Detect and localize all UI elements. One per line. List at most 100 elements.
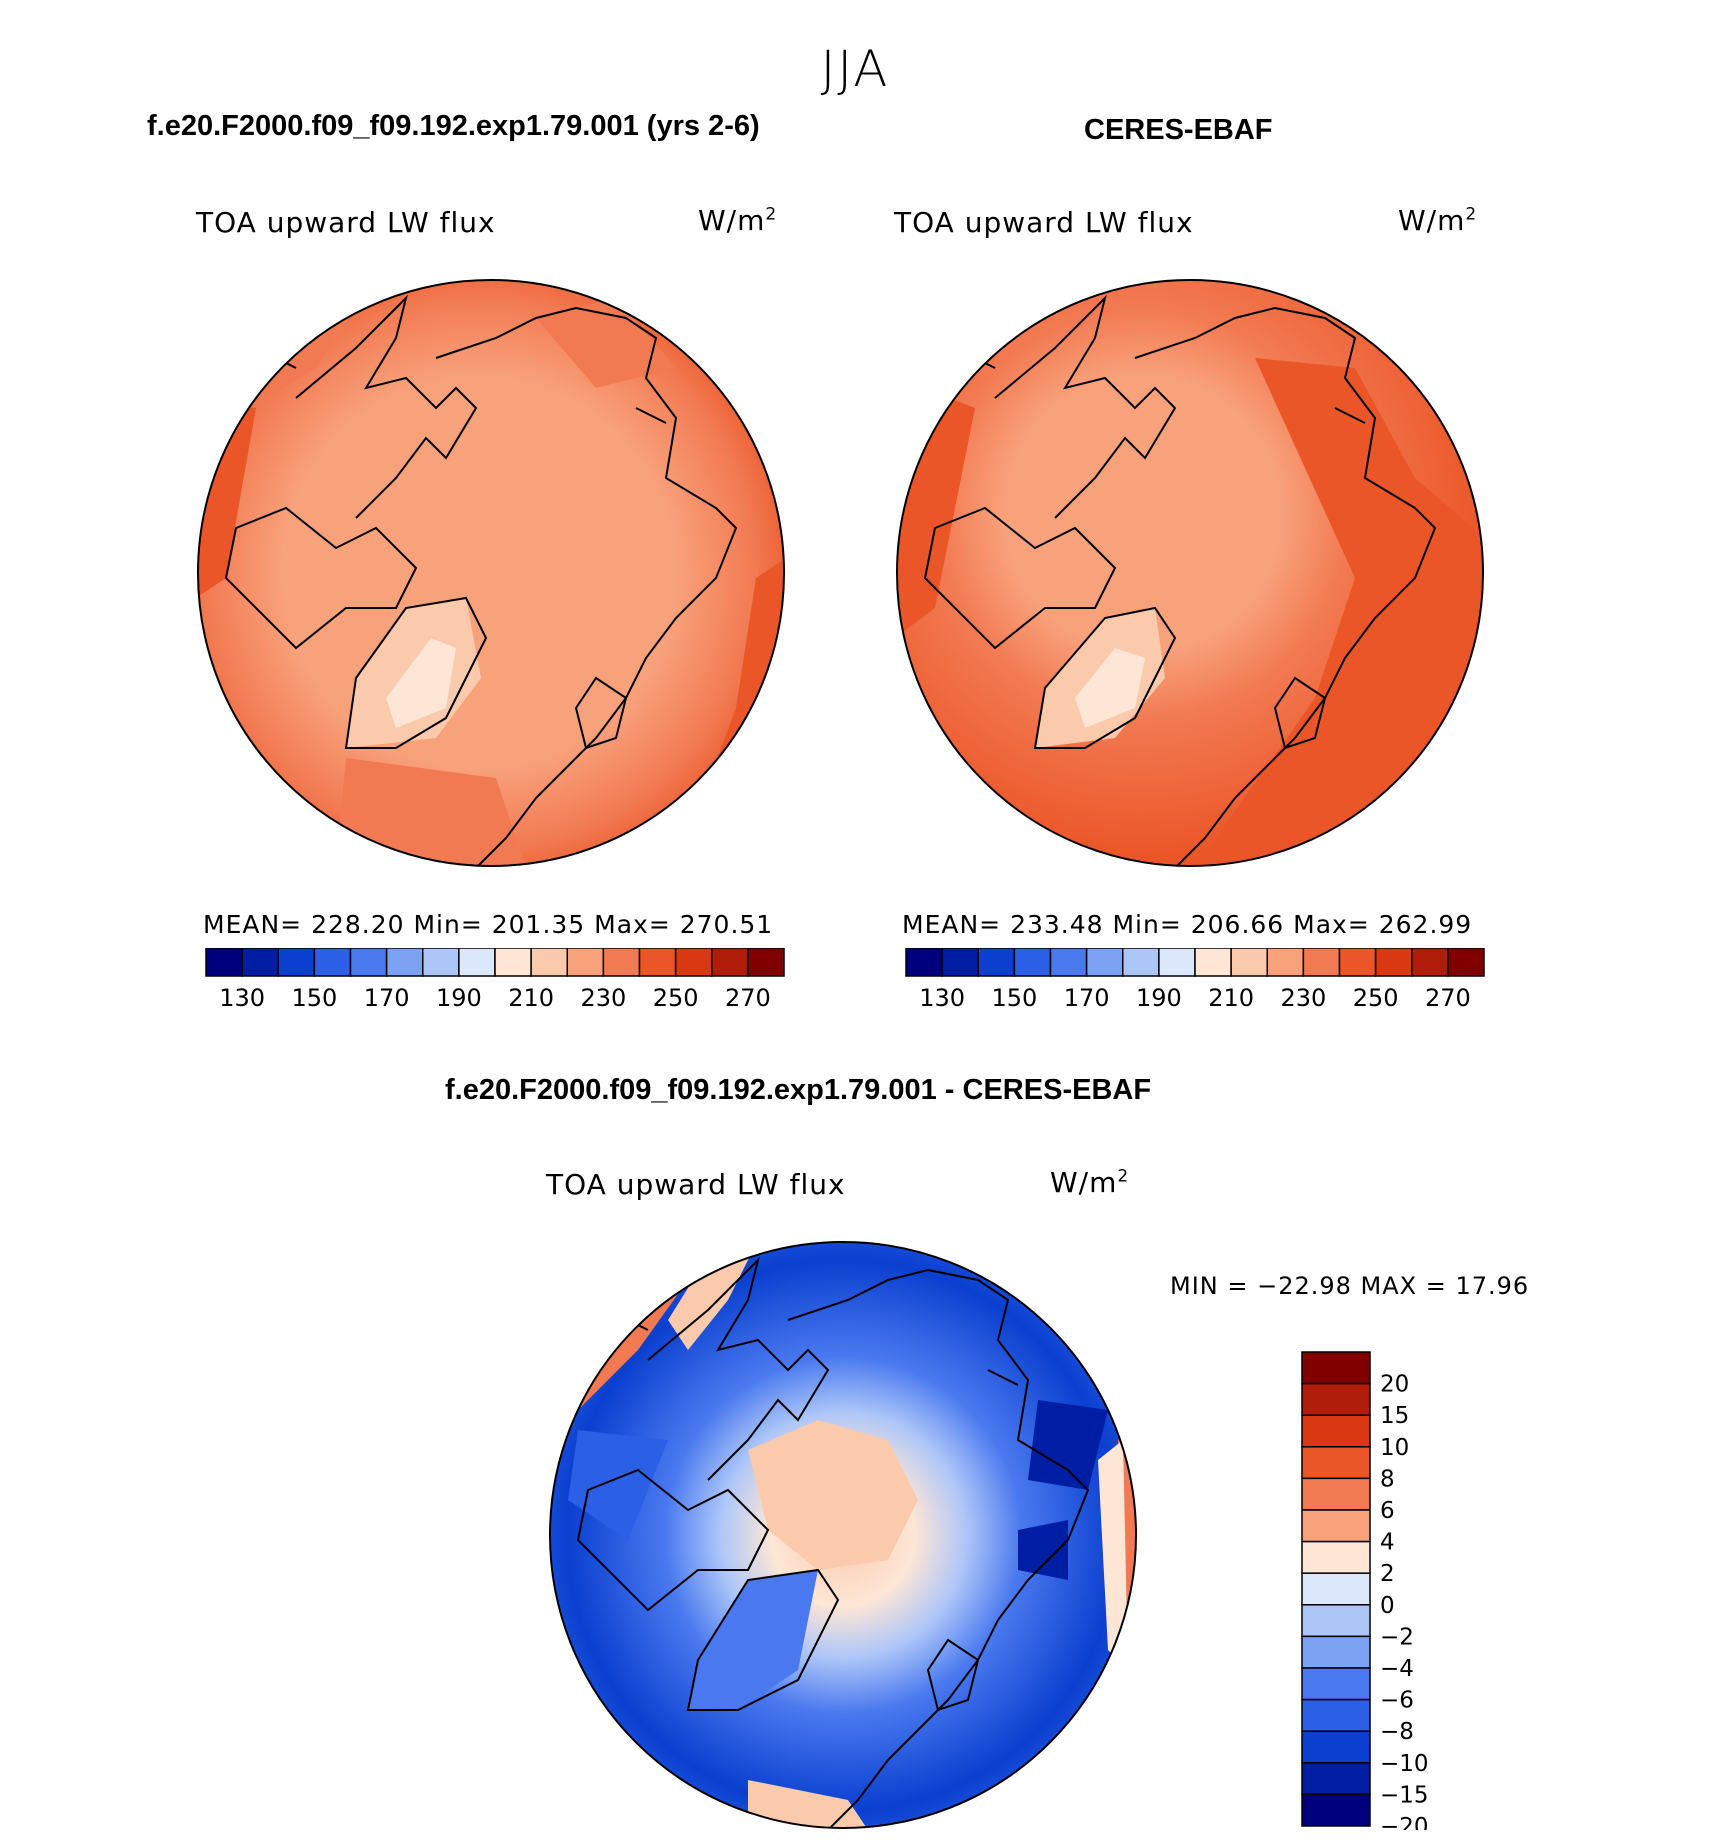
- colorbar-swatch: [1301, 1572, 1371, 1606]
- colorbar-tick-label: −2: [1380, 1624, 1414, 1650]
- colorbar-tick-label: 230: [1280, 984, 1326, 1012]
- colorbar-swatch: [530, 948, 568, 977]
- colorbar-swatch: [1301, 1540, 1371, 1574]
- colorbar-swatch: [1230, 948, 1268, 977]
- colorbar-swatch: [1158, 948, 1196, 977]
- positive-bias-region: [1098, 1440, 1128, 1670]
- colorbar-swatch: [1411, 948, 1449, 977]
- colorbar-tick-label: 190: [1136, 984, 1182, 1012]
- colorbar-tick-label: 130: [219, 984, 265, 1012]
- difference-field: [568, 1430, 668, 1540]
- colorbar-tick-label: −6: [1380, 1688, 1414, 1714]
- colorbar-swatch: [349, 948, 388, 977]
- colorbar-tick-label: 210: [508, 984, 554, 1012]
- colorbar-tick-label: 10: [1380, 1435, 1409, 1461]
- colorbar-swatch: [941, 948, 979, 977]
- colorbar-swatch: [277, 948, 316, 977]
- colorbar-swatch: [747, 948, 785, 977]
- colorbar-tick-label: −20: [1380, 1814, 1429, 1830]
- season-title: JJA: [820, 40, 890, 98]
- colorbar-swatch: [1338, 948, 1377, 977]
- colorbar-swatch: [1301, 1667, 1371, 1701]
- positive-bias-region: [668, 1242, 758, 1350]
- colorbar-swatch: [602, 948, 641, 977]
- colorbar-swatch: [1301, 1414, 1371, 1448]
- colorbar-tick-label: −8: [1380, 1719, 1414, 1745]
- difference-field: [1028, 1400, 1108, 1490]
- diff-variable: TOA upward LW flux: [546, 1168, 846, 1201]
- panel1-stats: MEAN= 228.20 Min= 201.35 Max= 270.51: [203, 910, 774, 939]
- colorbar-tick-label: 2: [1380, 1561, 1395, 1587]
- colorbar-swatch: [1301, 1351, 1371, 1385]
- positive-bias-region: [748, 1780, 868, 1828]
- colorbar-swatch: [1301, 1477, 1371, 1511]
- colorbar-tick-label: 250: [653, 984, 699, 1012]
- colorbar-swatch: [977, 948, 1016, 977]
- colorbar-tick-label: 6: [1380, 1498, 1395, 1524]
- flux-field: [536, 298, 676, 388]
- colorbar-swatch: [1194, 948, 1232, 977]
- panel2-variable: TOA upward LW flux: [894, 206, 1194, 239]
- colorbar-swatch: [1301, 1762, 1371, 1796]
- colorbar-tick-label: 210: [1208, 984, 1254, 1012]
- diff-panel-title: f.e20.F2000.f09_f09.192.exp1.79.001 - CE…: [445, 1074, 1152, 1106]
- colorbar-tick-label: 130: [919, 984, 965, 1012]
- colorbar-swatch: [905, 948, 943, 977]
- colorbar-swatch: [422, 948, 460, 977]
- colorbar-swatch: [1122, 948, 1160, 977]
- colorbar-swatch: [1013, 948, 1052, 977]
- difference-field: [1018, 1520, 1068, 1580]
- colorbar-tick-label: 170: [1064, 984, 1110, 1012]
- panel1-variable: TOA upward LW flux: [196, 206, 496, 239]
- colorbar-swatch: [1301, 1604, 1371, 1638]
- panel1-colorbar: 130 150 170 190 210 230 250 270: [205, 948, 785, 1012]
- colorbar-swatch: [1085, 948, 1124, 977]
- colorbar-tick-label: 20: [1380, 1372, 1409, 1398]
- difference-field: [688, 1570, 818, 1710]
- colorbar-swatch: [1301, 1382, 1371, 1416]
- colorbar-tick-label: 0: [1380, 1593, 1395, 1619]
- colorbar-swatch: [385, 948, 424, 977]
- colorbar-swatch: [313, 948, 352, 977]
- map-boundary: [197, 279, 785, 867]
- map-boundary: [549, 1241, 1137, 1829]
- colorbar-swatch: [1301, 1509, 1371, 1543]
- colorbar-swatch: [674, 948, 713, 977]
- panel1-units: W/m2: [698, 204, 778, 237]
- colorbar-tick-label: −10: [1380, 1751, 1429, 1777]
- panel2-title: CERES-EBAF: [1084, 114, 1273, 146]
- diff-units: W/m2: [1050, 1166, 1130, 1199]
- colorbar-tick-label: 4: [1380, 1530, 1395, 1556]
- colorbar-swatch: [241, 948, 279, 977]
- coastlines: [550, 1256, 1090, 1828]
- colorbar-swatch: [1447, 948, 1485, 977]
- colorbar-swatch: [1374, 948, 1413, 977]
- colorbar-tick-label: 250: [1353, 984, 1399, 1012]
- greenland-low-flux: [386, 638, 456, 728]
- colorbar-swatch: [1301, 1698, 1371, 1732]
- colorbar-swatch: [1301, 1635, 1371, 1669]
- colorbar-swatch: [1049, 948, 1088, 977]
- colorbar-tick-label: 190: [436, 984, 482, 1012]
- colorbar-tick-label: 15: [1380, 1403, 1409, 1429]
- colorbar-tick-label: −4: [1380, 1656, 1414, 1682]
- panel2-colorbar: 130 150 170 190 210 230 250 270: [905, 948, 1485, 1012]
- panel2-units: W/m2: [1398, 204, 1478, 237]
- colorbar-swatch: [1301, 1730, 1371, 1764]
- map-boundary: [896, 279, 1484, 867]
- colorbar-swatch: [711, 948, 749, 977]
- colorbar-swatch: [566, 948, 605, 977]
- flux-field: [336, 758, 526, 866]
- colorbar-swatch: [638, 948, 677, 977]
- positive-bias-region: [748, 1420, 918, 1570]
- colorbar-tick-label: 150: [991, 984, 1037, 1012]
- colorbar-swatch: [1302, 948, 1341, 977]
- positive-bias-region: [550, 1242, 638, 1350]
- diff-polar-map: [549, 1241, 1137, 1829]
- colorbar-swatch: [494, 948, 532, 977]
- panel1-title: f.e20.F2000.f09_f09.192.exp1.79.001 (yrs…: [147, 110, 760, 142]
- colorbar-swatch: [205, 948, 243, 977]
- colorbar-tick-label: 270: [1425, 984, 1471, 1012]
